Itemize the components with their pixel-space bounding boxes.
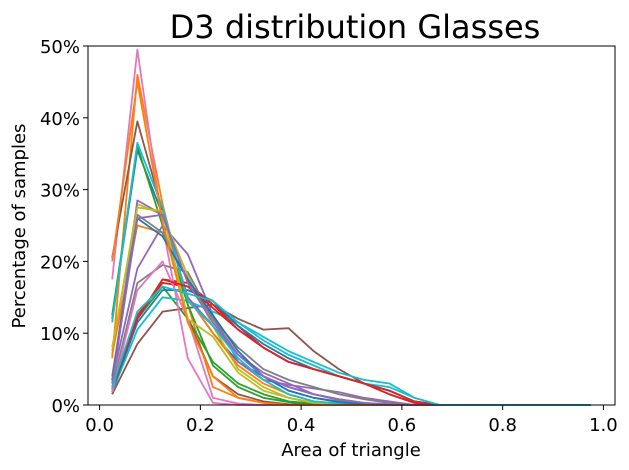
x-tick-label: 0.8 [488, 415, 517, 436]
x-tick-label: 0.4 [287, 415, 316, 436]
series-layer [111, 48, 591, 406]
y-tick-label: 20% [40, 252, 80, 273]
x-tick-label: 0.0 [85, 415, 114, 436]
series-line-1 [111, 149, 591, 406]
y-axis: 0% 10% 20% 30% 40% 50% [40, 37, 88, 417]
series-line-13 [111, 145, 591, 406]
y-tick-label: 0% [51, 396, 80, 417]
chart-title: D3 distribution Glasses [170, 8, 541, 46]
series-line-22 [111, 81, 591, 406]
series-line-2 [111, 73, 591, 406]
y-tick-label: 40% [40, 109, 80, 130]
y-axis-label: Percentage of samples [9, 124, 30, 329]
series-line-6 [111, 303, 591, 406]
x-axis: 0.0 0.2 0.4 0.6 0.8 1.0 [85, 405, 618, 436]
series-line-16 [111, 120, 591, 406]
x-axis-label: Area of triangle [281, 440, 421, 461]
x-tick-label: 0.2 [186, 415, 215, 436]
x-tick-label: 1.0 [589, 415, 618, 436]
series-line-7 [111, 48, 591, 406]
y-tick-label: 30% [40, 181, 80, 202]
y-tick-label: 10% [40, 324, 80, 345]
plot-frame [87, 45, 616, 406]
x-tick-label: 0.6 [388, 415, 417, 436]
y-tick-label: 50% [40, 37, 80, 58]
